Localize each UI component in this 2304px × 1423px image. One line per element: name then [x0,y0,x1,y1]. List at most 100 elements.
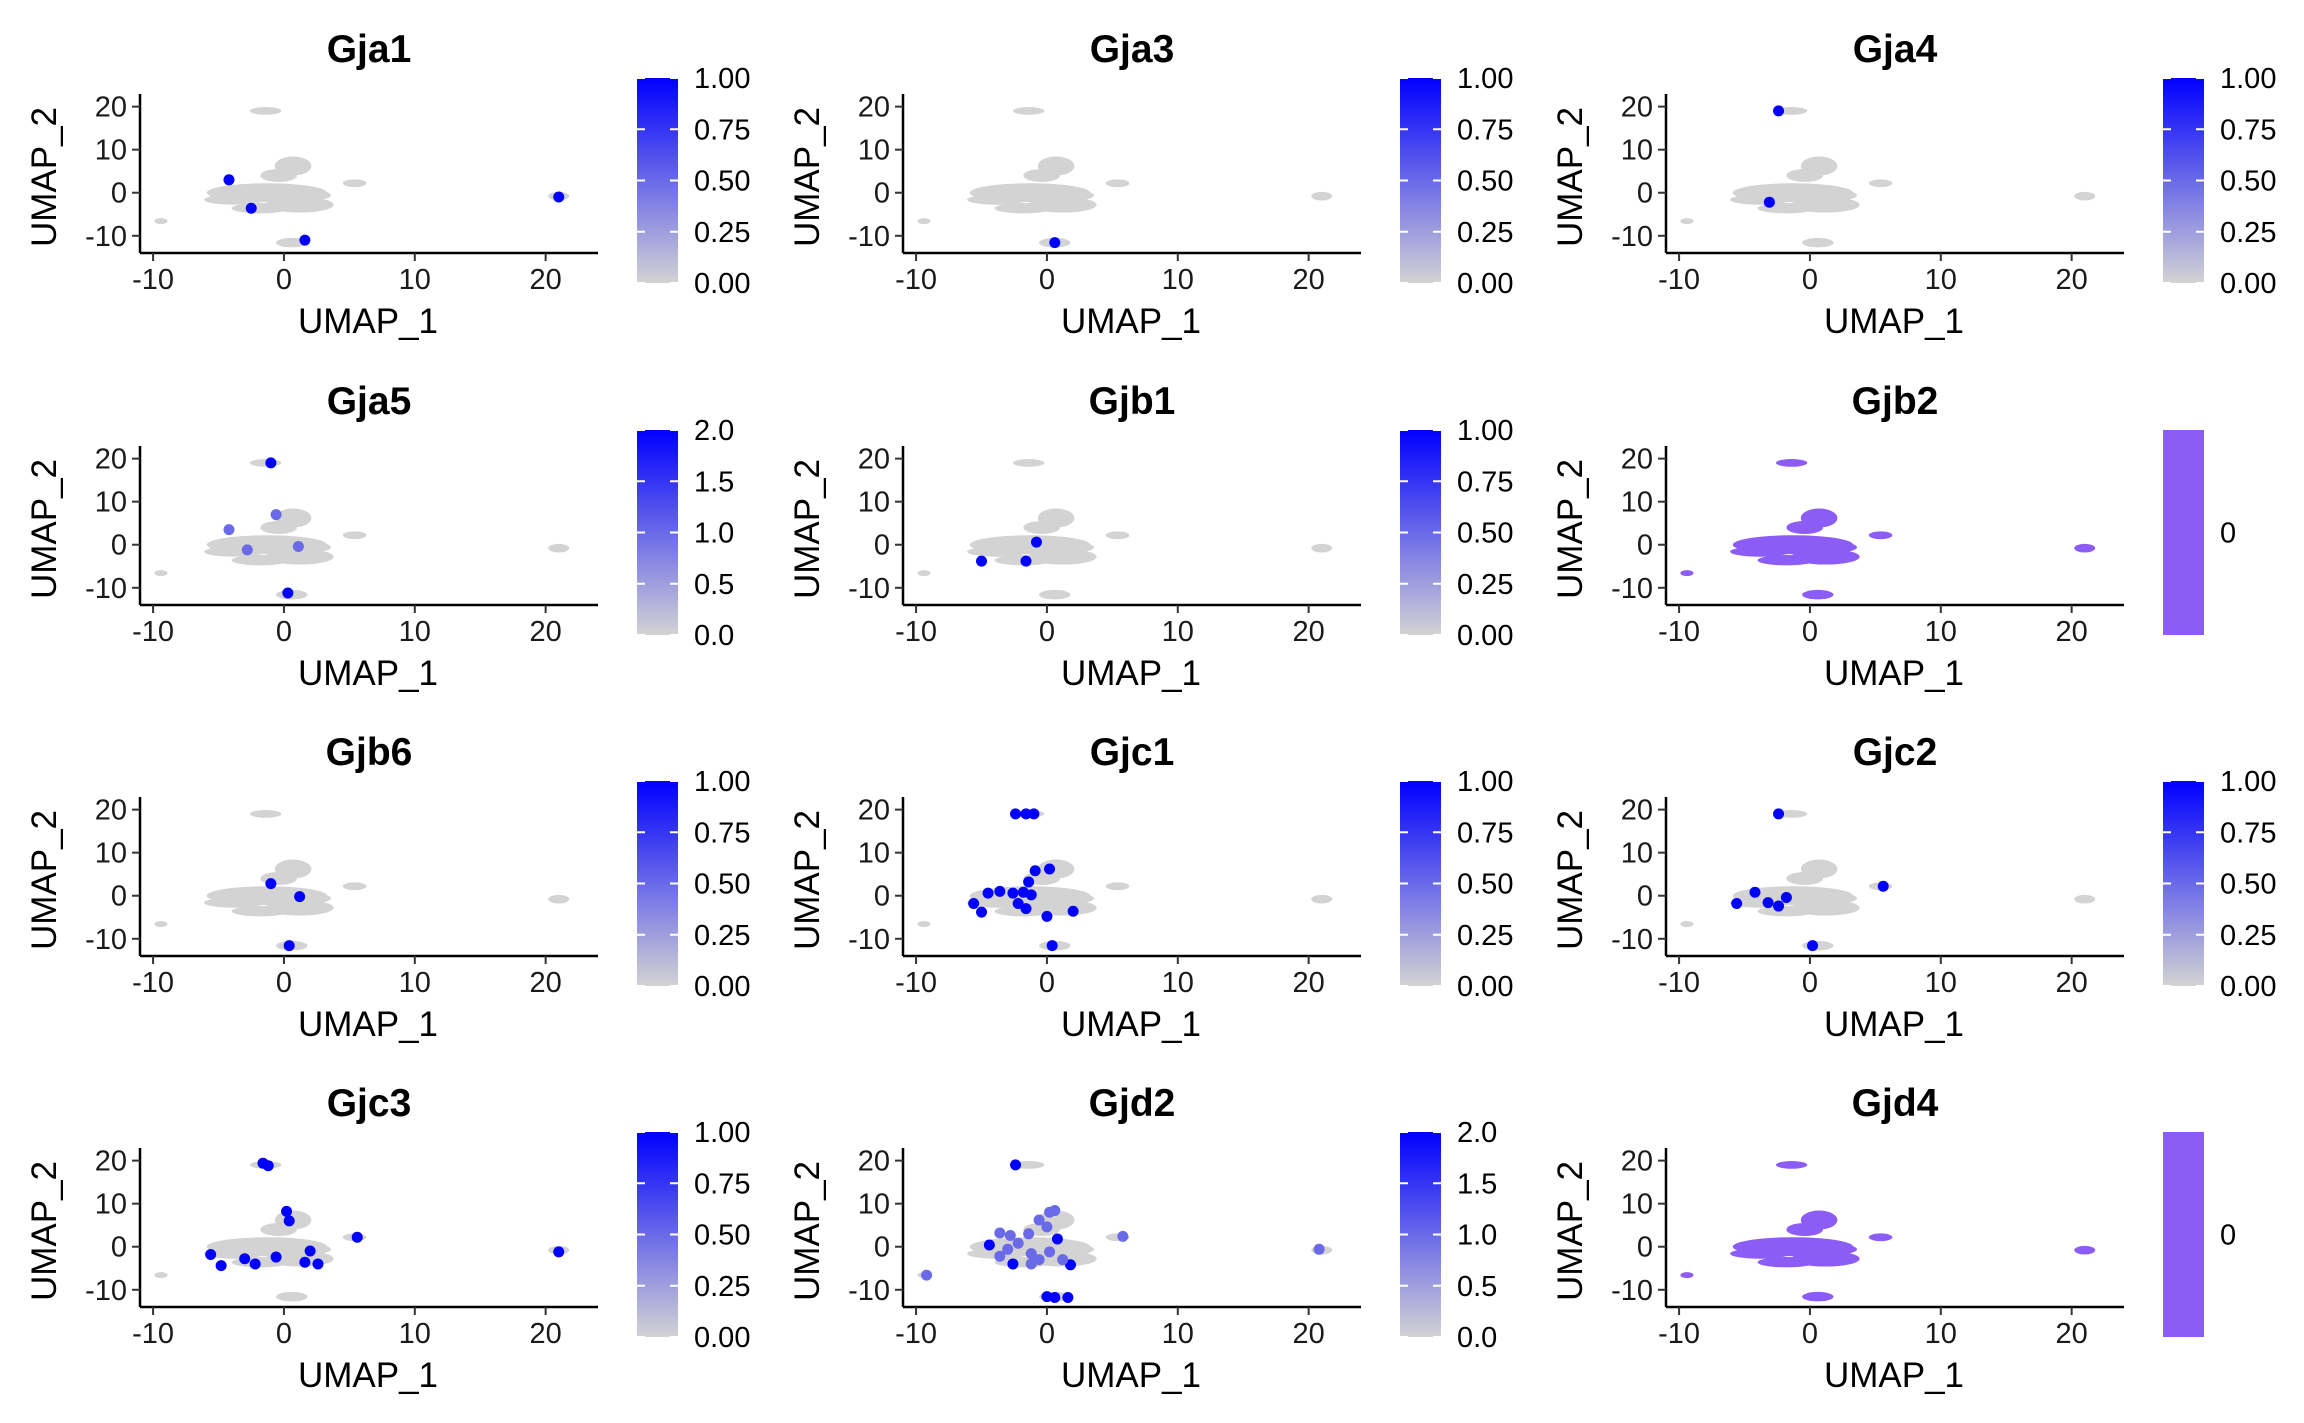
cell-cluster [1680,921,1694,928]
cell-cloud [1680,459,2096,600]
expressing-cell-point [265,457,277,469]
expressing-cell-point [1044,863,1056,875]
x-tick-label: 0 [1039,967,1055,999]
expressing-cell-point [921,1269,933,1281]
colorbar-label: 0.00 [1457,620,1513,652]
colorbar-label: 1.5 [1457,1168,1497,1200]
panel-gjc3: Gjc3 -10 0 10 20 -10 0 10 20 UMAP_1 UMAP_2 0.00 0.25… [25,1082,750,1395]
y-tick-label: 20 [1621,92,1653,124]
expressing-cell-point [270,509,282,521]
colorbar-label: 0.50 [2220,166,2276,198]
y-tick-label: 10 [95,135,127,167]
cell-cluster [548,894,570,904]
cell-cluster [2074,894,2096,904]
colorbar-label: 2.0 [1457,1117,1497,1149]
cell-cluster [342,882,367,891]
expressing-cell-point [1025,1248,1037,1260]
y-tick-label: 10 [95,1189,127,1221]
panel-gja1: Gja1 -10 0 10 20 -10 0 10 20 UMAP_1 UMAP_2 0.00 0.25… [25,28,750,341]
expressing-cell-point [1067,905,1079,917]
x-tick-label: -10 [895,616,937,648]
x-tick-label: -10 [1658,967,1700,999]
expressing-cell-point [245,202,257,214]
x-axis-label: UMAP_1 [298,654,438,693]
x-tick-label: 10 [1925,264,1957,296]
cell-cluster [1786,1223,1824,1236]
expressing-cell-point [994,1227,1006,1239]
expressing-cell-point [1051,1233,1063,1245]
y-tick-label: 20 [95,1146,127,1178]
cell-cluster [967,194,1028,205]
cell-cluster [1802,237,1834,248]
colorbar-label: 0.75 [694,114,750,146]
colorbar-label: 1.00 [1457,63,1513,95]
x-axis-label: UMAP_1 [298,1005,438,1044]
x-tick-label: 20 [530,1318,562,1350]
x-axis-label: UMAP_1 [298,1356,438,1395]
cell-cluster [1775,1161,1808,1169]
cell-cluster [204,897,265,908]
cell-cluster [231,555,290,566]
colorbar-label: 1.00 [1457,766,1513,798]
expressing-cell-point [1763,196,1775,208]
colorbar-label: 1.00 [2220,766,2276,798]
colorbar-label: 0.25 [1457,920,1513,952]
y-tick-label: -10 [85,573,127,605]
y-tick-label: 10 [1621,838,1653,870]
expressing-cell-point [1033,1254,1045,1266]
colorbar-label: 0.50 [694,1220,750,1252]
x-axis-label: UMAP_1 [1824,654,1964,693]
y-tick-label: 10 [858,1189,890,1221]
x-tick-label: 0 [1802,264,1818,296]
y-tick-label: 0 [1637,178,1653,210]
x-tick-label: 20 [1293,1318,1325,1350]
expressing-cell-point [1023,1228,1035,1240]
x-axis-label: UMAP_1 [1061,654,1201,693]
expressing-cell-point [205,1248,217,1260]
expressing-cell-point [1731,897,1743,909]
y-tick-label: 20 [1621,795,1653,827]
cell-cloud [917,107,1333,248]
colorbar-label: 0.75 [1457,817,1513,849]
cell-cluster [2074,543,2096,553]
x-tick-label: 10 [1162,967,1194,999]
cell-cluster [260,1223,298,1236]
x-tick-label: -10 [1658,616,1700,648]
expressing-cell-point [283,940,295,952]
expressing-cell-point [1057,1254,1069,1266]
expressing-cell-point [1049,1292,1061,1304]
expressing-cell-point [1030,536,1042,548]
expressing-cell-point [299,234,311,246]
cell-cluster [1775,107,1808,115]
panel-gjd4: Gjd4 -10 0 10 20 -10 0 10 20 UMAP_1 UMAP_2 0 [1551,1082,2236,1395]
y-tick-label: -10 [848,573,890,605]
colorbar [2163,1132,2204,1337]
panel-gja4: Gja4 -10 0 10 20 -10 0 10 20 UMAP_1 UMAP_2 0.00 0.25… [1551,28,2276,341]
colorbar-label: 0.25 [1457,569,1513,601]
y-tick-label: 20 [858,92,890,124]
cell-cluster [1680,1272,1694,1279]
cell-cloud [917,459,1333,600]
expressing-cell-point [1046,940,1058,952]
expressing-cell-point [1007,887,1019,899]
cell-cluster [1757,906,1816,917]
x-axis-label: UMAP_1 [298,302,438,341]
x-tick-label: 10 [1925,1318,1957,1350]
expressing-cell-point [968,897,980,909]
cell-cluster [917,921,931,928]
cell-cluster [1023,521,1061,534]
expressing-cell-point [299,1256,311,1268]
x-tick-label: -10 [1658,1318,1700,1350]
cell-cluster [967,897,1028,908]
plot-title: Gja4 [1853,28,1938,71]
cell-cluster [1012,107,1045,115]
colorbar-label: 0.75 [2220,114,2276,146]
y-tick-label: -10 [1611,221,1653,253]
y-tick-label: 20 [858,1146,890,1178]
colorbar-label: 0.50 [2220,869,2276,901]
cell-cluster [967,546,1028,557]
cell-cluster [917,570,931,577]
expressing-cell-point [994,885,1006,897]
cell-cluster [204,194,265,205]
x-tick-label: 0 [1802,616,1818,648]
